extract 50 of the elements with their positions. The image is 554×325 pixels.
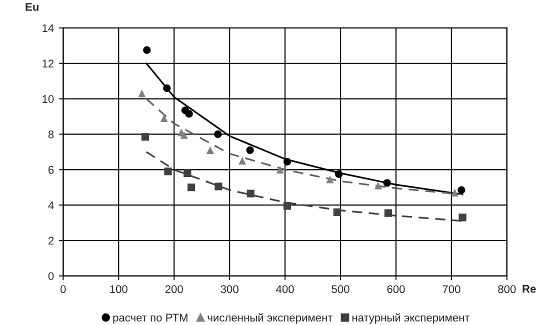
legend-label: численный эксперимент xyxy=(208,313,333,324)
x-tick-label: 500 xyxy=(332,285,350,294)
point xyxy=(164,168,172,176)
point xyxy=(335,170,343,178)
point xyxy=(383,179,391,187)
point xyxy=(185,110,193,118)
y-tick-label: 14 xyxy=(42,24,54,32)
point xyxy=(163,84,171,92)
point xyxy=(458,214,466,222)
point xyxy=(187,184,196,192)
point xyxy=(206,146,214,154)
y-tick-label: 4 xyxy=(48,201,54,210)
y-tick-label: 10 xyxy=(42,95,54,103)
x-tick-label: 0 xyxy=(60,285,66,294)
x-tick-label: 100 xyxy=(110,285,128,294)
y-axis-title: Eu xyxy=(26,3,38,11)
point xyxy=(184,169,192,177)
point xyxy=(283,202,292,210)
legend-label: натурный эксперимент xyxy=(352,313,470,324)
point xyxy=(141,133,150,141)
point xyxy=(214,182,222,190)
point xyxy=(238,156,246,165)
x-tick-label: 400 xyxy=(276,285,294,294)
y-tick-label: 8 xyxy=(48,130,54,138)
y-tick-label: 12 xyxy=(42,60,54,68)
point xyxy=(374,182,382,190)
point xyxy=(384,209,392,217)
x-axis-title: Re xyxy=(522,285,536,293)
y-tick-label: 0 xyxy=(48,272,54,280)
legend-label: расчет по РТМ xyxy=(113,314,188,324)
point xyxy=(458,186,466,194)
x-tick-label: 600 xyxy=(387,285,405,294)
x-tick-label: 300 xyxy=(220,285,238,294)
y-tick-label: 6 xyxy=(48,166,54,174)
point xyxy=(246,190,254,198)
point xyxy=(450,188,459,196)
point xyxy=(143,46,151,54)
point xyxy=(326,176,334,184)
point xyxy=(333,208,341,216)
point xyxy=(283,158,292,166)
point xyxy=(160,114,168,122)
x-tick-label: 700 xyxy=(442,285,460,294)
point xyxy=(276,166,284,174)
x-tick-label: 200 xyxy=(165,285,183,294)
point xyxy=(138,90,146,98)
y-tick-label: 2 xyxy=(48,236,54,245)
x-tick-label: 800 xyxy=(498,285,516,294)
point xyxy=(214,130,222,138)
point xyxy=(246,146,254,154)
point xyxy=(180,131,188,139)
